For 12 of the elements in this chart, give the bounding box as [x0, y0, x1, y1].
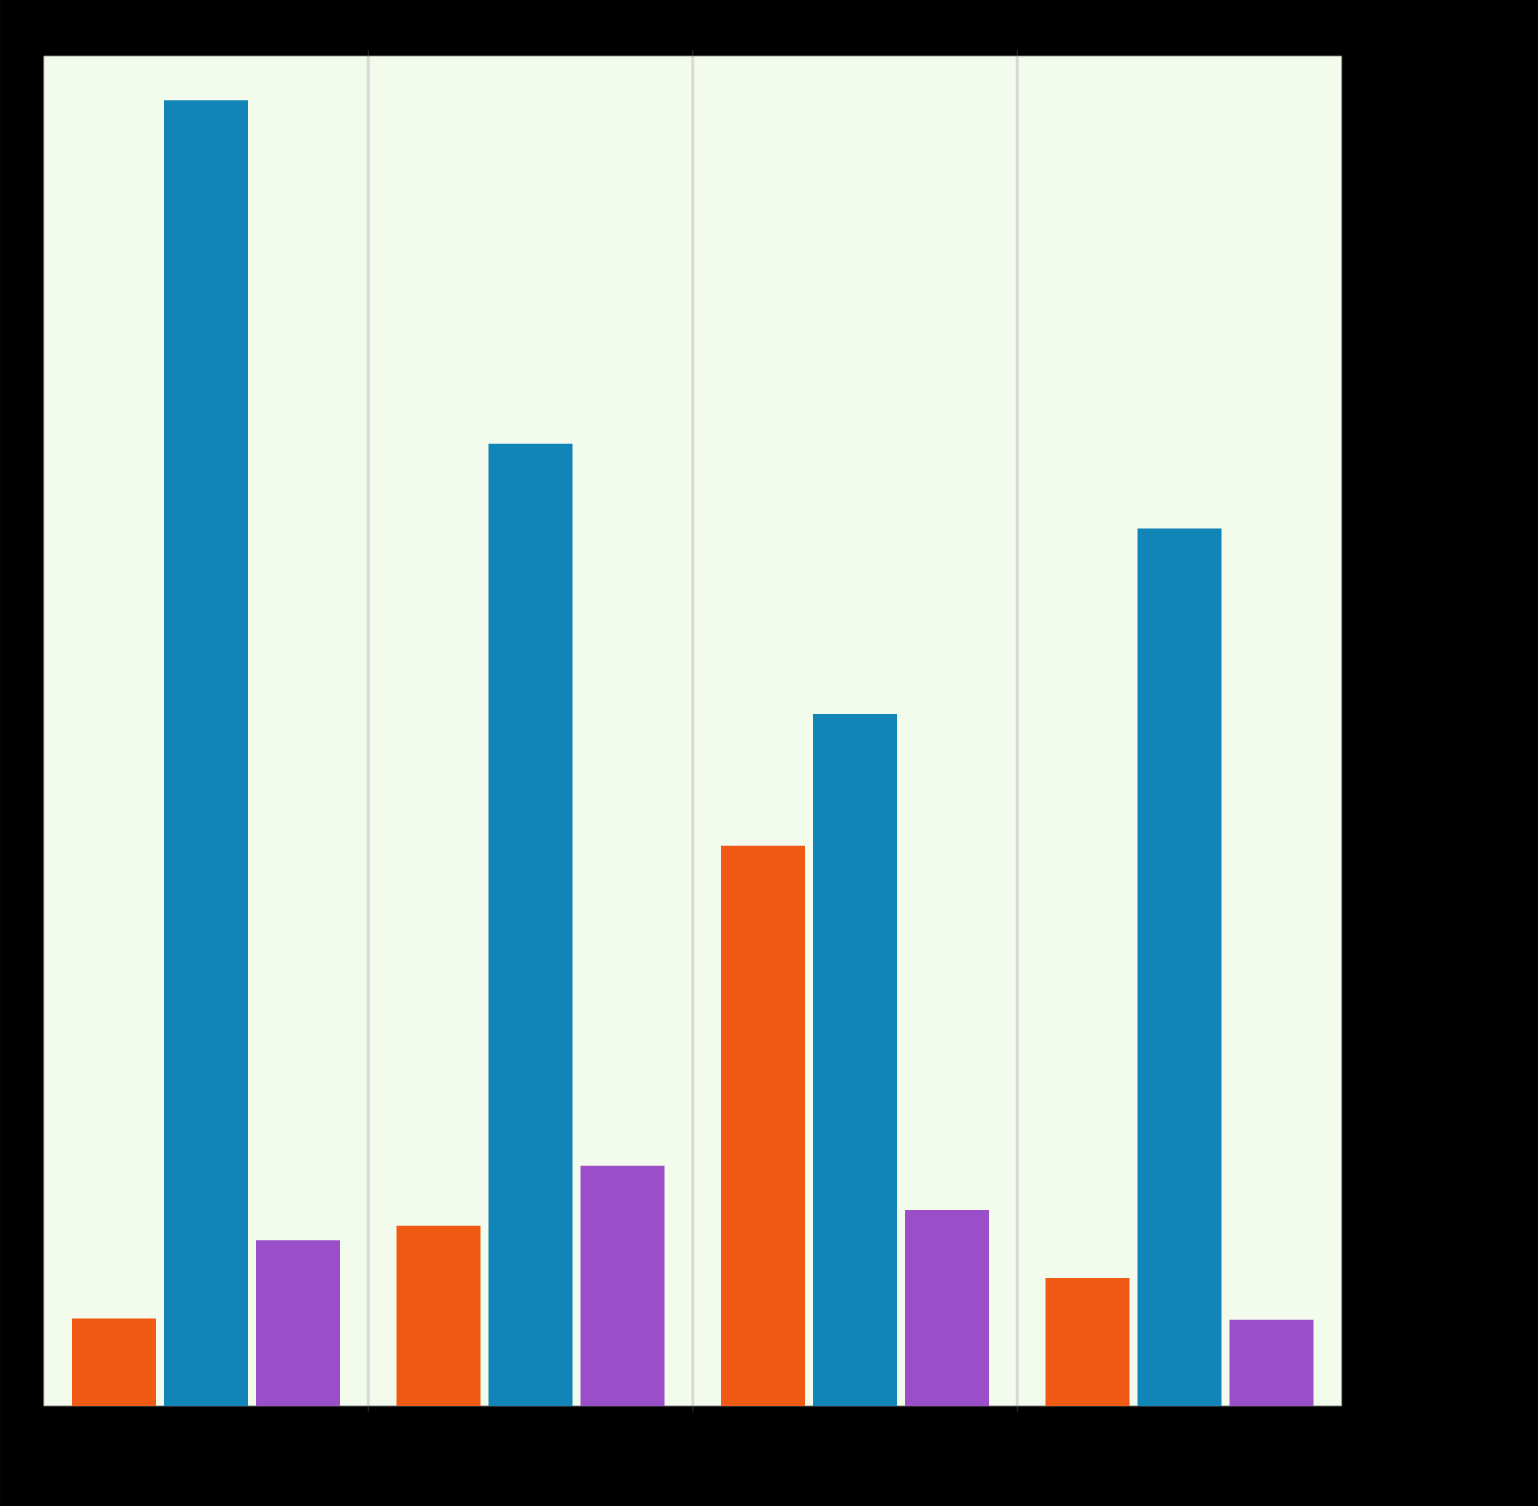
- bar: [488, 443, 573, 1406]
- bar: [813, 713, 898, 1406]
- bar: [72, 1318, 157, 1406]
- bar: [396, 1225, 481, 1406]
- bar: [1045, 1278, 1130, 1406]
- bar: [256, 1240, 341, 1406]
- bar: [1137, 528, 1222, 1406]
- bar: [721, 845, 806, 1406]
- bar: [1229, 1319, 1314, 1406]
- bar: [580, 1165, 665, 1406]
- bar: [905, 1210, 990, 1406]
- bar: [164, 100, 249, 1406]
